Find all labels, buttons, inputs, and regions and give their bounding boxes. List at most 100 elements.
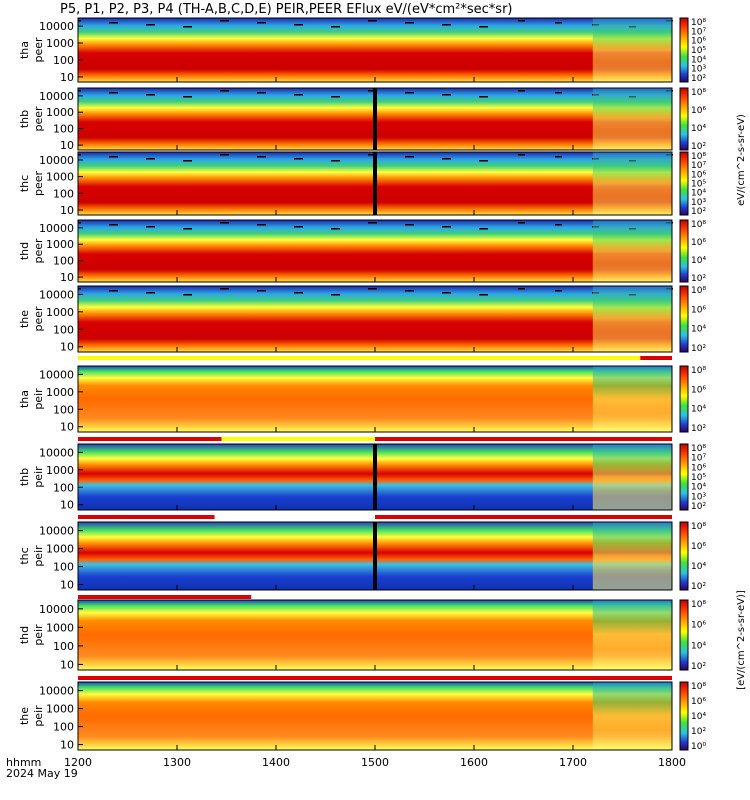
colorbar bbox=[679, 599, 689, 671]
mode-bar-segment bbox=[375, 515, 672, 519]
colorbar bbox=[679, 285, 689, 353]
y-tick-label: 10000 bbox=[39, 288, 74, 301]
y-tick-label: 100 bbox=[53, 561, 74, 574]
y-tick-label: 1000 bbox=[46, 464, 74, 477]
x-tick-label: 1200 bbox=[64, 756, 92, 769]
colorbar-tick-label: 10⁶ bbox=[691, 542, 706, 552]
date-label: 2024 May 19 bbox=[6, 767, 78, 780]
colorbar-tick-label: 10³ bbox=[691, 65, 706, 75]
colorbar-unit-label: eV/(cm^2-s-sr-eV) bbox=[736, 114, 747, 206]
colorbar-tick-label: 10⁶ bbox=[691, 305, 706, 315]
colorbar-tick-label: 10⁸ bbox=[691, 600, 706, 610]
colorbar-tick-label: 10⁴ bbox=[691, 405, 706, 415]
colorbar-tick-label: 10⁴ bbox=[691, 562, 706, 572]
mode-bar-segment bbox=[78, 437, 222, 441]
colorbar-tick-label: 10⁸ bbox=[691, 682, 706, 692]
x-tick-label: 1500 bbox=[361, 756, 389, 769]
mode-bar-segment bbox=[78, 676, 672, 680]
colorbar-tick-label: 10⁴ bbox=[691, 325, 706, 335]
figure-title: P5, P1, P2, P3, P4 (TH-A,B,C,D,E) PEIR,P… bbox=[60, 2, 513, 17]
y-tick-label: 10 bbox=[60, 71, 74, 84]
panel-the-peir: 10000 1000 100 10 the peir 10⁸ 10⁶ 10⁴ 10² 10⁰ bbox=[18, 681, 706, 752]
y-tick-label: 10 bbox=[60, 499, 74, 512]
colorbar-tick-label: 10² bbox=[691, 207, 706, 217]
spectrogram-thd-peer bbox=[78, 220, 672, 282]
colorbar-tick-label: 10² bbox=[691, 424, 706, 434]
panel-label-probe: thc bbox=[18, 175, 31, 192]
y-tick-label: 1000 bbox=[46, 106, 74, 119]
colorbar-tick-label: 10⁴ bbox=[691, 641, 706, 651]
time-format-label: hhmm bbox=[6, 756, 41, 769]
colorbar-tick-label: 10² bbox=[691, 502, 706, 512]
y-tick-label: 10 bbox=[60, 421, 74, 434]
colorbar-tick-label: 10⁸ bbox=[691, 18, 706, 28]
colorbar-tick-label: 10⁶ bbox=[691, 385, 706, 395]
colorbar-tick-label: 10⁶ bbox=[691, 463, 706, 473]
y-tick-label: 100 bbox=[53, 54, 74, 67]
colorbar-tick-label: 10⁶ bbox=[691, 170, 706, 180]
panel-tha-peir: 10000 1000 100 10 tha peir 10⁸ 10⁶ 10⁴ 10² bbox=[18, 365, 706, 434]
panel-label-probe: thd bbox=[18, 242, 31, 260]
colorbar-tick-label: 10⁸ bbox=[691, 152, 706, 162]
y-tick-label: 10000 bbox=[39, 20, 74, 33]
panel-label-species: peer bbox=[32, 106, 45, 132]
colorbar-tick-label: 10⁴ bbox=[691, 483, 706, 493]
y-tick-label: 10000 bbox=[39, 154, 74, 167]
panel-the-peer: 10000 1000 100 10 the peer 10⁸ 10⁶ 10⁴ 10² bbox=[18, 285, 706, 354]
y-tick-label: 100 bbox=[53, 187, 74, 200]
panel-label-probe: thc bbox=[18, 547, 31, 564]
panel-thd-peer: 10000 1000 100 10 thd peer 10⁸ 10⁶ 10⁴ 10² bbox=[18, 219, 706, 284]
colorbar-tick-label: 10² bbox=[691, 662, 706, 672]
panel-label-species: peir bbox=[32, 624, 45, 646]
y-tick-label: 10 bbox=[60, 739, 74, 752]
y-tick-label: 100 bbox=[53, 481, 74, 494]
y-tick-label: 10000 bbox=[39, 90, 74, 103]
y-tick-label: 100 bbox=[53, 123, 74, 136]
panel-label-species: peer bbox=[32, 171, 45, 197]
y-tick-label: 1000 bbox=[46, 543, 74, 556]
y-tick-label: 10 bbox=[60, 579, 74, 592]
x-tick-label: 1300 bbox=[163, 756, 191, 769]
y-tick-label: 10000 bbox=[39, 368, 74, 381]
panel-label-species: peer bbox=[32, 306, 45, 332]
panel-label-species: peir bbox=[32, 388, 45, 410]
y-tick-label: 1000 bbox=[46, 171, 74, 184]
panel-label-probe: the bbox=[18, 707, 31, 725]
colorbar bbox=[679, 681, 689, 751]
y-tick-label: 10 bbox=[60, 139, 74, 152]
colorbar-tick-label: 10⁸ bbox=[691, 88, 706, 98]
colorbar-tick-label: 10⁶ bbox=[691, 106, 706, 116]
colorbar-tick-label: 10⁵ bbox=[691, 46, 706, 56]
colorbar-tick-label: 10⁷ bbox=[691, 454, 706, 464]
spectrogram-the-peer bbox=[78, 286, 672, 352]
y-tick-label: 10000 bbox=[39, 685, 74, 698]
data-gap-line bbox=[373, 522, 377, 590]
colorbar-tick-label: 10⁸ bbox=[691, 522, 706, 532]
y-tick-label: 100 bbox=[53, 721, 74, 734]
colorbar-tick-label: 10⁷ bbox=[691, 27, 706, 37]
mode-bar-segment bbox=[214, 515, 375, 519]
spectrogram-the-peir bbox=[78, 682, 672, 750]
mode-bar-segment bbox=[375, 437, 672, 441]
y-tick-label: 1000 bbox=[46, 621, 74, 634]
panel-label-species: peer bbox=[32, 37, 45, 63]
colorbar bbox=[679, 443, 689, 511]
mode-bar-segment bbox=[221, 437, 375, 441]
data-gap-line bbox=[373, 444, 377, 510]
colorbar-tick-label: 10⁸ bbox=[691, 220, 706, 230]
spectrogram-tha-peir bbox=[78, 366, 672, 432]
y-tick-label: 100 bbox=[53, 255, 74, 268]
y-tick-label: 1000 bbox=[46, 238, 74, 251]
colorbar-tick-label: 10² bbox=[691, 142, 706, 152]
mode-bar-segment bbox=[78, 356, 641, 360]
colorbar-tick-label: 10³ bbox=[691, 492, 706, 502]
y-tick-label: 10000 bbox=[39, 446, 74, 459]
colorbar bbox=[679, 365, 689, 433]
colorbar bbox=[679, 219, 689, 283]
colorbar bbox=[679, 17, 689, 83]
colorbar bbox=[679, 151, 689, 216]
colorbar-tick-label: 10² bbox=[691, 727, 706, 737]
colorbar-tick-label: 10⁴ bbox=[691, 712, 706, 722]
panel-thd-peir: 10000 1000 100 10 thd peir 10⁸ 10⁶ 10⁴ 10² bbox=[18, 599, 706, 672]
